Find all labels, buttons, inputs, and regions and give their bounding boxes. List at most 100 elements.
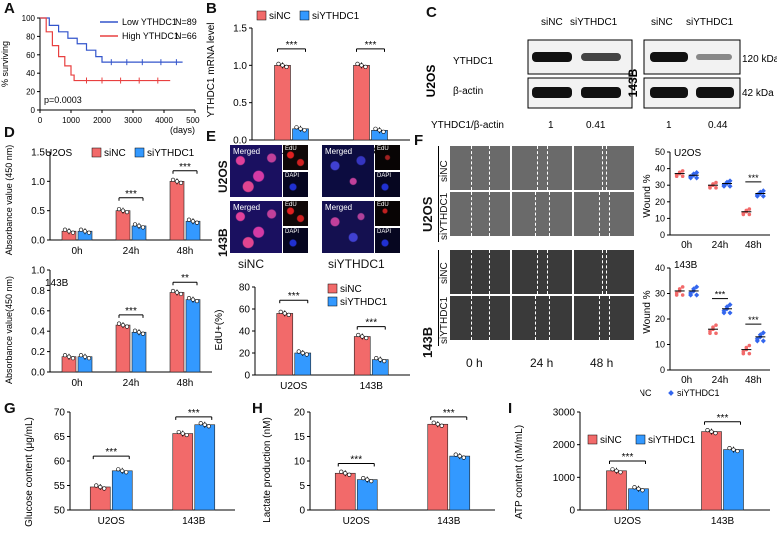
data-point (339, 469, 344, 474)
data-point (359, 63, 364, 68)
c-row-bactin: β-actin (453, 86, 483, 97)
e-edu-label: EdU (377, 146, 389, 152)
i-legend-siythdc1-swatch (635, 434, 646, 445)
xtick-label: 0h (71, 246, 82, 257)
ytick-label: 0 (244, 371, 250, 382)
data-point (356, 332, 361, 338)
data-point (116, 467, 121, 472)
bar-sinc-143b (353, 336, 371, 376)
sig-label: *** (286, 40, 298, 51)
a-xlabel: (days) (170, 125, 195, 135)
data-point (636, 486, 641, 491)
ytick-label: 40 (655, 164, 665, 174)
ytick-label: 20 (655, 314, 665, 324)
d-top-cell: U2OS (45, 148, 73, 159)
bar-sinc-24h (115, 210, 131, 241)
xtick-label: 143B (182, 516, 206, 527)
panel-f-chart: Wound % U2OS 0 10 20 30 40 50 0h 24h 48h *** Woun… (640, 147, 770, 398)
bar-sinc-48h (169, 181, 185, 241)
data-point (66, 354, 72, 359)
b-legend-siythdc1: siYTHDC1 (312, 11, 360, 22)
data-point (360, 334, 365, 339)
data-point (284, 64, 289, 69)
c-ratio-3: 1 (666, 120, 672, 131)
bar-siythdc1-u2os (294, 352, 312, 376)
f-legend-siythdc1-marker (668, 390, 674, 396)
point-siythdc1 (727, 310, 733, 316)
data-point (365, 477, 370, 482)
data-point (186, 295, 192, 301)
bar-siythdc1-u2os (628, 488, 649, 511)
data-point (343, 471, 348, 476)
e-img-u2os-sinc-dapi: DAPI (283, 172, 308, 197)
ytick-label: 0 (660, 365, 665, 375)
f-bracket (438, 146, 439, 242)
e-img-143b-sinc-edu: EdU (283, 201, 308, 226)
b-legend-sinc: siNC (269, 11, 291, 22)
panel-i-chart: ATP content (nM/mL) siNC siYTHDC1 0 1000 2… (514, 408, 770, 527)
data-point (62, 353, 68, 358)
data-point (124, 324, 130, 329)
point-siythdc1 (721, 308, 727, 314)
ytick-label: 5 (299, 481, 305, 492)
data-point (116, 207, 122, 212)
data-point (184, 432, 189, 438)
point-sinc (741, 349, 746, 354)
sig-label: *** (365, 40, 377, 51)
ytick-label: 1.5 (233, 24, 247, 35)
f-143b-sinc: siNC (439, 262, 450, 284)
a-legend-high-n: N=66 (175, 31, 197, 41)
sig-label: *** (717, 413, 729, 424)
data-point (361, 476, 366, 481)
xtick-label: 48h (745, 375, 762, 386)
f-u2os-sinc: siNC (439, 160, 450, 182)
f-wound-image (450, 192, 510, 236)
ytick-label: 60 (239, 305, 251, 316)
i-legend-sinc-swatch (587, 434, 598, 445)
bar-siythdc1-143b (194, 424, 216, 511)
f-wound-image (512, 192, 572, 236)
data-point (62, 227, 68, 232)
ytick-label: 0.4 (31, 327, 45, 338)
xtick-label: U2OS (343, 516, 371, 527)
data-point (278, 309, 283, 315)
a-series-low (40, 17, 183, 63)
ytick-label: 15 (294, 432, 306, 443)
xtick-label: 24h (712, 375, 729, 386)
f-cell-u2os: U2OS (420, 196, 435, 232)
d-legend-siythdc1: siYTHDC1 (147, 148, 195, 159)
data-point (378, 357, 383, 362)
b-legend-sinc-swatch (256, 10, 267, 21)
ytick-label: 1.0 (31, 266, 45, 277)
point-sinc (744, 345, 749, 350)
data-point (731, 447, 736, 452)
ytick-label: 0.5 (233, 98, 247, 109)
data-point (705, 428, 710, 433)
d-bottom-cell: 143B (45, 278, 69, 289)
c-band (696, 87, 734, 98)
xtick-label: 0h (681, 375, 692, 386)
f-wound-image (512, 250, 572, 294)
ytick-label: 1000 (553, 473, 576, 484)
b-ylabel: YTHDC1 mRNA level (206, 22, 217, 117)
sig-label: *** (125, 189, 137, 200)
data-point (296, 349, 301, 354)
data-point (377, 128, 382, 133)
i-ylabel: ATP content (nM/mL) (514, 425, 525, 519)
ytick-label: 0.5 (31, 206, 45, 217)
sig-label: *** (105, 447, 117, 458)
e-img-u2os-siythdc1-edu: EdU (375, 145, 400, 170)
panel-h-chart: Lactate production (nM) 0 5 10 15 20 U2OS *** 1… (262, 408, 495, 527)
c-col-siythdc1-right: siYTHDC1 (686, 17, 734, 28)
data-point (373, 126, 378, 131)
data-point (176, 429, 181, 435)
ytick-label: 0 (660, 230, 665, 240)
c-ratio-label: YTHDC1/β-actin (431, 120, 504, 131)
data-point (355, 61, 360, 66)
data-point (66, 229, 72, 234)
e-img-u2os-siythdc1-dapi: DAPI (375, 172, 400, 197)
e-plot: 0 20 40 60 80 U2OS *** 143B *** (239, 283, 410, 392)
data-point (727, 445, 732, 451)
b-legend-siythdc1-swatch (299, 10, 310, 21)
point-sinc (747, 351, 752, 356)
